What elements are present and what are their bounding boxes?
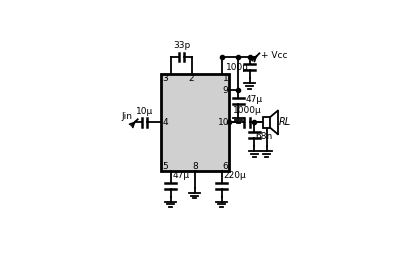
Text: 4: 4 bbox=[162, 118, 168, 127]
Text: 6: 6 bbox=[223, 162, 228, 171]
Text: 5: 5 bbox=[162, 162, 168, 171]
Text: 1000µ: 1000µ bbox=[233, 106, 262, 115]
Text: 8: 8 bbox=[192, 162, 198, 171]
Text: 10: 10 bbox=[218, 118, 230, 127]
Text: 68n: 68n bbox=[256, 132, 273, 141]
Text: RL: RL bbox=[279, 117, 291, 128]
Text: + Vcc: + Vcc bbox=[261, 51, 287, 60]
Text: 10µ: 10µ bbox=[136, 107, 153, 116]
Text: 220µ: 220µ bbox=[223, 171, 246, 180]
Text: 9: 9 bbox=[223, 86, 228, 95]
Text: Jin: Jin bbox=[121, 112, 132, 121]
Text: 47µ: 47µ bbox=[245, 96, 262, 104]
Text: 100µ: 100µ bbox=[226, 62, 249, 72]
Text: 3: 3 bbox=[162, 74, 168, 83]
Text: 2: 2 bbox=[188, 74, 194, 83]
Text: 47µ: 47µ bbox=[172, 171, 190, 180]
Text: 33p: 33p bbox=[173, 41, 190, 50]
Bar bbox=[263, 117, 270, 128]
Text: 1: 1 bbox=[223, 74, 228, 83]
Bar bbox=[161, 73, 230, 171]
